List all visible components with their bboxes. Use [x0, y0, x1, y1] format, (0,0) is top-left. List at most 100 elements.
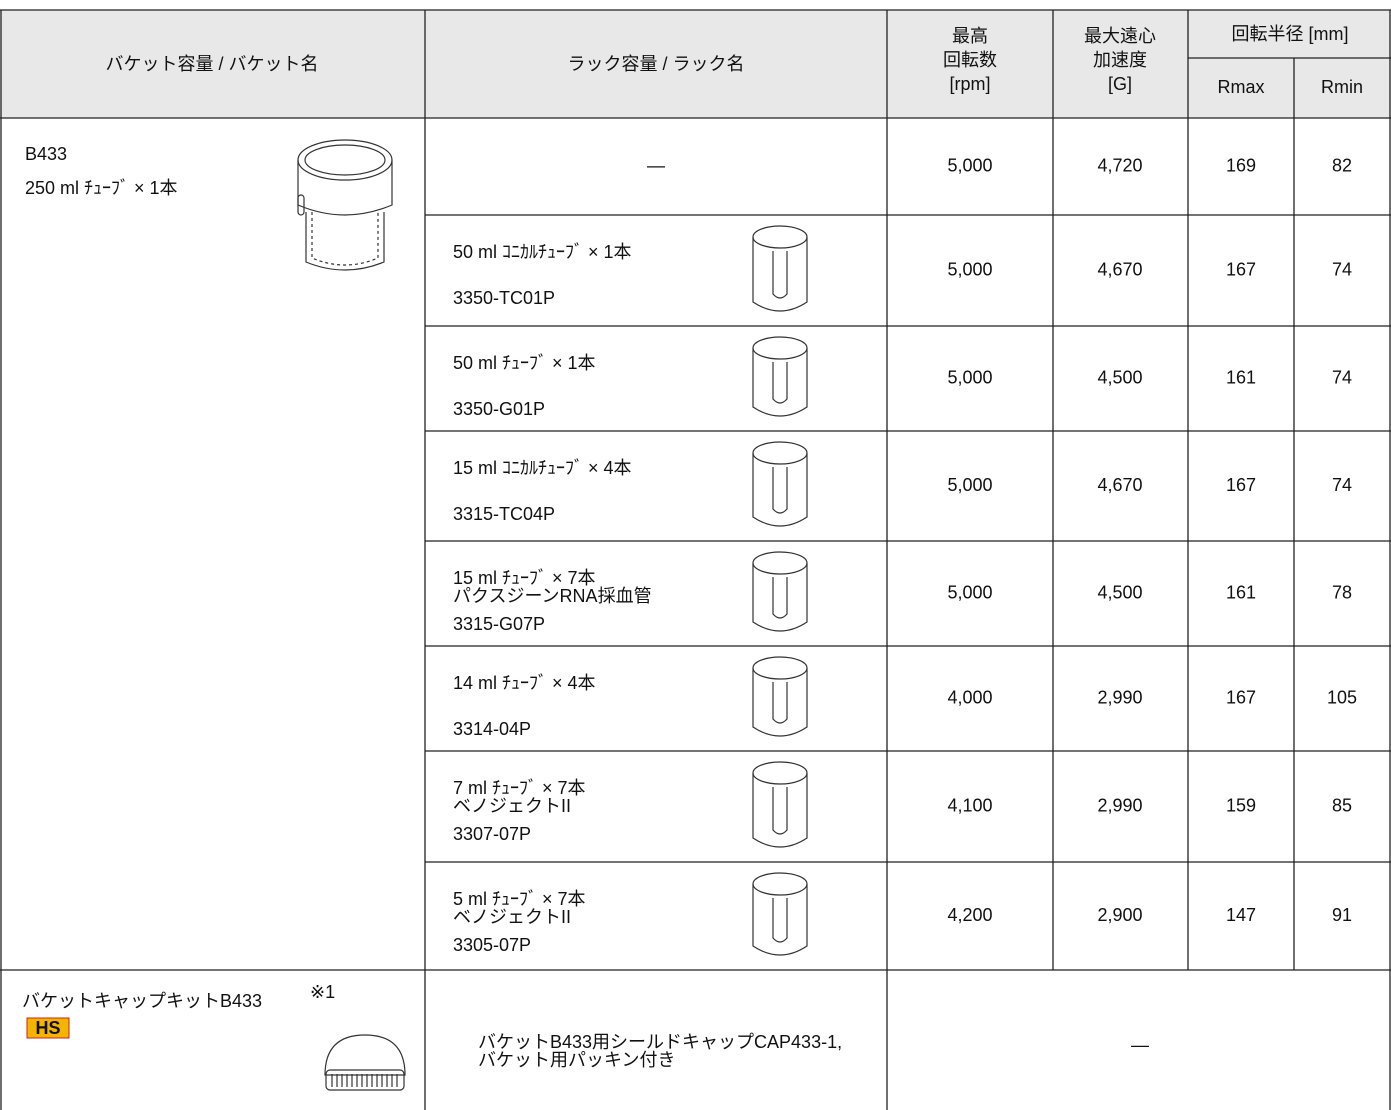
header-background — [0, 10, 1391, 118]
cell-text: 2,900 — [1097, 905, 1142, 925]
icon-part — [752, 441, 808, 465]
rack-icon — [752, 551, 808, 632]
cell-text: ※1 — [310, 982, 335, 1002]
cell-text: — — [1131, 1035, 1149, 1055]
icon-part — [297, 160, 393, 216]
icon-part — [752, 884, 808, 956]
icon-part — [772, 898, 788, 943]
cell-text: 回転数 — [943, 50, 997, 70]
cell-text: ベノジェクトII — [453, 796, 571, 816]
rack-icon — [752, 441, 808, 527]
cell-text: 74 — [1332, 475, 1352, 495]
badge-background — [26, 1017, 70, 1039]
cell-text: 加速度 — [1093, 50, 1147, 70]
cell-text: バケット用パッキン付き — [478, 1050, 675, 1070]
cell-text: パクスジーンRNA採血管 — [453, 586, 652, 606]
icon-part — [752, 773, 808, 848]
cell-text: [rpm] — [949, 74, 990, 94]
icon-part — [752, 563, 808, 632]
cell-text: 5,000 — [947, 259, 992, 279]
cell-text: 161 — [1226, 367, 1256, 387]
cell-text: バケット容量 / バケット名 — [105, 54, 318, 74]
cell-text: 105 — [1327, 687, 1357, 707]
cell-text: 5,000 — [947, 582, 992, 602]
rack-icon — [752, 225, 808, 312]
icon-part — [752, 761, 808, 785]
cell-text: 169 — [1226, 155, 1256, 175]
cell-text: 4,670 — [1097, 259, 1142, 279]
cell-text: 74 — [1332, 259, 1352, 279]
cell-text: 4,720 — [1097, 155, 1142, 175]
cell-text: 3314-04P — [453, 719, 531, 739]
cell-text: 4,500 — [1097, 582, 1142, 602]
cell-text: 78 — [1332, 582, 1352, 602]
cell-text: 5,000 — [947, 155, 992, 175]
cell-text: 4,100 — [947, 795, 992, 815]
cell-text: 167 — [1226, 259, 1256, 279]
cell-text: ラック容量 / ラック名 — [567, 54, 744, 74]
cell-text: 147 — [1226, 905, 1256, 925]
cell-text: 4,500 — [1097, 367, 1142, 387]
cell-text: 159 — [1226, 795, 1256, 815]
icon-part — [772, 787, 788, 835]
icon-part — [304, 144, 386, 176]
cell-text: バケットキャップキットB433 — [22, 991, 262, 1011]
cell-text: 4,200 — [947, 905, 992, 925]
cell-text: Rmax — [1217, 77, 1264, 97]
icon-part — [772, 467, 788, 514]
cell-text: 167 — [1226, 687, 1256, 707]
rack-icon — [752, 336, 808, 417]
cell-text: 3315-G07P — [453, 614, 545, 634]
cell-text: バケットB433用シールドキャップCAP433-1, — [478, 1032, 842, 1052]
cell-text: 3350-TC01P — [453, 288, 555, 308]
icon-part — [752, 551, 808, 575]
cell-text: [G] — [1108, 74, 1132, 94]
cell-text: 50 ml ｺﾆｶﾙﾁｭｰﾌﾞ × 1本 — [453, 242, 632, 262]
icon-part — [311, 212, 379, 266]
bucket-icon — [297, 139, 393, 271]
cap-icon — [324, 1034, 406, 1091]
cell-text: 4,000 — [947, 687, 992, 707]
cell-text: 3350-G01P — [453, 399, 545, 419]
cell-text: 161 — [1226, 582, 1256, 602]
rack-icon — [752, 656, 808, 737]
icon-part — [325, 1069, 405, 1091]
icon-part — [297, 139, 393, 181]
icon-part — [752, 225, 808, 249]
cell-text: 7 ml ﾁｭｰﾌﾞ × 7本 — [453, 778, 586, 798]
cell-text: 3315-TC04P — [453, 504, 555, 524]
cell-text: 4,670 — [1097, 475, 1142, 495]
icon-part — [752, 668, 808, 737]
cell-text: 91 — [1332, 905, 1352, 925]
rack-icon — [752, 761, 808, 848]
rack-icon — [752, 872, 808, 956]
icon-part — [752, 348, 808, 417]
cell-text: 74 — [1332, 367, 1352, 387]
icon-part — [772, 362, 788, 404]
cell-text: 最大遠心 — [1084, 26, 1156, 46]
cell-text: 3305-07P — [453, 935, 531, 955]
cell-text: 3307-07P — [453, 824, 531, 844]
cell-text: 50 ml ﾁｭｰﾌﾞ × 1本 — [453, 353, 596, 373]
icon-part — [752, 872, 808, 896]
cell-text: 2,990 — [1097, 687, 1142, 707]
cell-text: ベノジェクトII — [453, 907, 571, 927]
cell-text: 250 ml ﾁｭｰﾌﾞ × 1本 — [25, 178, 178, 198]
cell-text: 82 — [1332, 155, 1352, 175]
icon-part — [772, 251, 788, 299]
cell-text: 15 ml ｺﾆｶﾙﾁｭｰﾌﾞ × 4本 — [453, 458, 632, 478]
cell-text: 5,000 — [947, 475, 992, 495]
cell-text: 14 ml ﾁｭｰﾌﾞ × 4本 — [453, 673, 596, 693]
icon-part — [772, 682, 788, 724]
cell-text: 167 — [1226, 475, 1256, 495]
cell-text: B433 — [25, 144, 67, 164]
cell-text: 15 ml ﾁｭｰﾌﾞ × 7本 — [453, 568, 596, 588]
cell-text: 5,000 — [947, 367, 992, 387]
cell-text: 回転半径 [mm] — [1232, 24, 1349, 44]
cell-text: 最高 — [952, 26, 988, 46]
icon-part — [752, 336, 808, 360]
cell-text: HS — [35, 1018, 60, 1038]
icon-part — [297, 194, 305, 216]
